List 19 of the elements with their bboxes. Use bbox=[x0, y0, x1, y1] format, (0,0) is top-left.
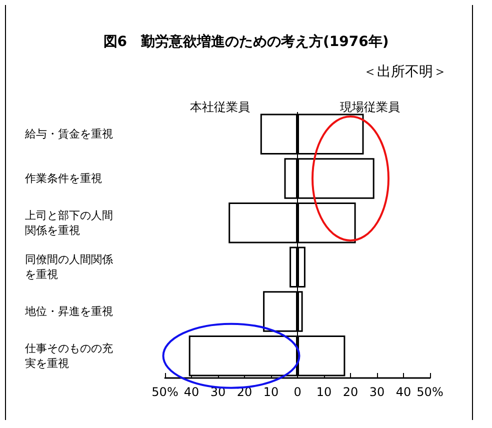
x-tick-label: 10 bbox=[263, 385, 279, 399]
y-tick-label: 地位・昇進を重視 bbox=[24, 305, 113, 318]
y-tick-label: 仕事そのものの充実を重視 bbox=[25, 342, 113, 370]
x-tick-label: 50% bbox=[416, 385, 444, 399]
x-tick-label: 20 bbox=[342, 385, 358, 399]
x-tick-label: 10 bbox=[316, 385, 332, 399]
series-label: 本社従業員 bbox=[190, 100, 250, 114]
x-tick-label: 40 bbox=[396, 385, 412, 399]
y-tick-label: 作業条件を重視 bbox=[24, 172, 102, 185]
chart-title: 図6 勤労意欲増進のための考え方(1976年) bbox=[103, 33, 389, 50]
x-tick-label: 40 bbox=[184, 385, 200, 399]
x-tick-label: 0 bbox=[294, 385, 302, 399]
x-tick-label: 50% bbox=[152, 385, 178, 399]
text: ＜出所不明＞ bbox=[363, 64, 447, 80]
series-label: 現場従業員 bbox=[340, 100, 400, 114]
y-tick-label: 同僚間の人間関係を重視 bbox=[25, 253, 113, 282]
y-tick-label: 上司と部下の人間関係を重視 bbox=[25, 208, 113, 237]
y-tick-label: 給与・賃金を重視 bbox=[24, 128, 113, 141]
x-tick-label: 30 bbox=[369, 385, 385, 399]
